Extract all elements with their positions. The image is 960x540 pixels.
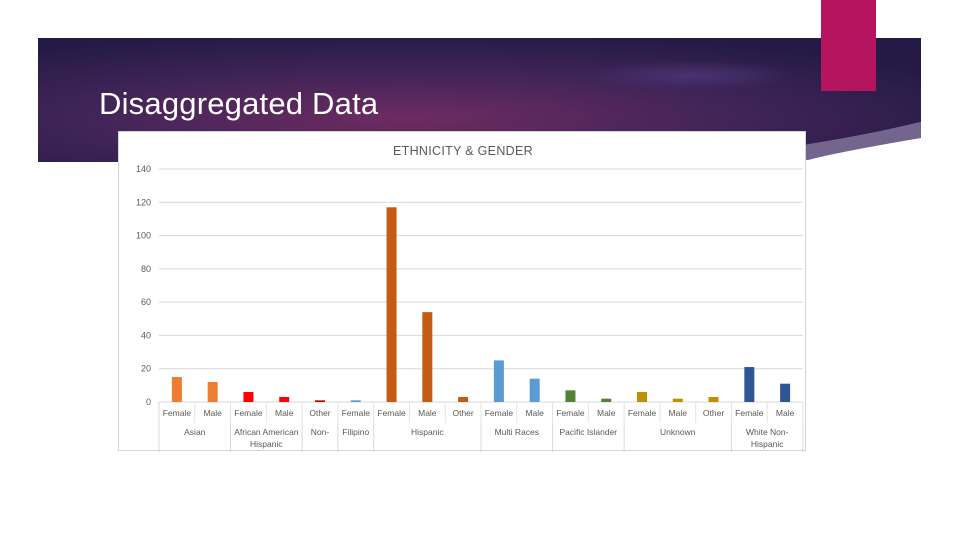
y-tick-label: 40 [141,330,151,340]
group-label: Multi Races [495,427,539,437]
ethnicity-gender-chart: ETHNICITY & GENDER 0 20 40 60 80 100 120 140 Fema… [136,144,804,452]
bar [529,378,540,402]
group-label: Asian [184,427,206,437]
group-label: Pacific Islander [560,427,618,437]
x-tick-label: Female [628,408,657,418]
bar [601,398,612,402]
group-label: Filipino [342,427,369,437]
chart-title: ETHNICITY & GENDER [393,144,533,158]
bar [279,397,290,402]
bar [637,392,647,402]
y-tick-label: 80 [141,264,151,274]
x-tick-label: Other [703,408,724,418]
y-tick-label: 140 [136,164,151,174]
x-tick-label: Female [735,408,764,418]
group-label: Hispanic [751,439,784,449]
bar [386,207,397,402]
group-label: Non- [311,427,330,437]
x-tick-label: Female [485,408,514,418]
x-tick-label: Other [309,408,330,418]
x-tick-label: Other [452,408,473,418]
chart-frame: ETHNICITY & GENDER 0 20 40 60 80 100 120 140 Fema… [118,131,806,452]
y-tick-label: 20 [141,364,151,374]
bar [207,382,218,402]
bar [780,383,791,402]
group-label: Hispanic [411,427,444,437]
y-tick-label: 0 [146,397,151,407]
x-tick-label: Male [669,408,688,418]
x-tick-label: Male [275,408,294,418]
group-label: Unknown [660,427,696,437]
group-label: African American [234,427,299,437]
bar [565,390,576,402]
x-tick-label: Female [556,408,585,418]
y-tick-label: 100 [136,231,151,241]
bar [672,398,683,402]
bar [708,397,719,402]
x-tick-label: Female [163,408,192,418]
bar [744,367,755,402]
x-tick-label: Male [597,408,616,418]
bar [493,360,504,402]
bar [171,377,182,402]
bar [315,400,325,402]
x-tick-label: Female [377,408,406,418]
y-tick-label: 60 [141,297,151,307]
x-tick-label: Male [525,408,544,418]
x-tick-label: Male [203,408,222,418]
y-tick-label: 120 [136,197,151,207]
x-tick-label: Male [776,408,795,418]
x-tick-label: Male [418,408,437,418]
bar [350,400,361,402]
x-tick-label: Female [234,408,263,418]
bar [243,392,254,402]
slide-title: Disaggregated Data [99,86,379,121]
group-label: White Non- [746,427,789,437]
bar [422,312,433,402]
bar [458,397,469,402]
group-label: Hispanic [250,439,283,449]
accent-tab [821,0,876,91]
x-tick-label: Female [342,408,371,418]
